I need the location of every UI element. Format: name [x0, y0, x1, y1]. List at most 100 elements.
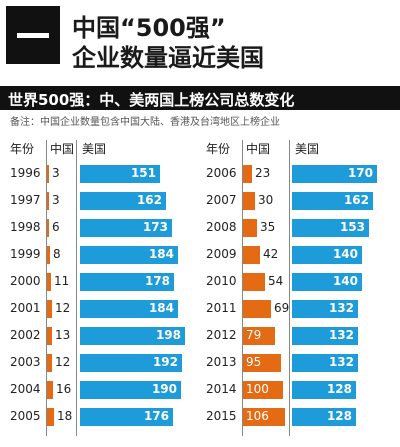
china-bar — [243, 192, 255, 210]
china-bar — [243, 408, 285, 426]
header-usa: 美国 — [82, 142, 107, 156]
china-bar — [47, 246, 50, 264]
header: 中国“500强” 企业数量逼近美国 — [0, 0, 400, 76]
year-label: 2001 — [10, 301, 41, 315]
usa-value: 178 — [144, 274, 170, 288]
usa-bar — [292, 246, 362, 264]
china-bar — [243, 381, 283, 399]
usa-value: 184 — [148, 301, 174, 315]
china-value: 42 — [263, 247, 279, 261]
year-label: 2003 — [10, 355, 41, 369]
year-label: 2013 — [206, 355, 237, 369]
column-divider — [76, 140, 77, 436]
usa-value: 162 — [136, 193, 162, 207]
usa-bar — [292, 219, 369, 237]
china-value: 12 — [55, 301, 71, 315]
china-value: 106 — [246, 409, 269, 423]
china-bar — [243, 219, 257, 237]
usa-value: 128 — [326, 409, 352, 423]
usa-bar — [292, 273, 362, 291]
usa-bar — [292, 327, 358, 345]
usa-value: 140 — [332, 274, 358, 288]
usa-value: 198 — [155, 328, 181, 342]
year-label: 2004 — [10, 382, 41, 396]
usa-value: 176 — [143, 409, 169, 423]
year-label: 2012 — [206, 328, 237, 342]
year-label: 2010 — [206, 274, 237, 288]
usa-bar — [80, 165, 160, 183]
china-bar — [47, 165, 49, 183]
usa-value: 140 — [332, 247, 358, 261]
china-bar — [47, 354, 52, 372]
year-label: 2009 — [206, 247, 237, 261]
usa-bar — [292, 165, 377, 183]
header-usa: 美国 — [295, 142, 320, 156]
china-bar — [243, 327, 275, 345]
china-value: 69 — [274, 301, 290, 315]
year-label: 2002 — [10, 328, 41, 342]
china-value: 13 — [55, 328, 71, 342]
subtitle-bar: 世界500强：中、美两国上榜公司总数变化 — [0, 86, 400, 110]
year-label: 2011 — [206, 301, 237, 315]
header-china: 中国 — [50, 142, 75, 156]
column-divider — [289, 140, 290, 436]
usa-bar — [292, 192, 373, 210]
china-bar — [47, 192, 49, 210]
usa-bar — [80, 408, 173, 426]
header-year: 年份 — [10, 142, 35, 156]
china-value: 30 — [258, 193, 274, 207]
china-value: 100 — [246, 382, 269, 396]
china-bar — [243, 300, 271, 318]
year-label: 2007 — [206, 193, 237, 207]
china-value: 79 — [246, 328, 262, 342]
china-value: 6 — [52, 220, 60, 234]
usa-value: 173 — [142, 220, 168, 234]
china-value: 23 — [255, 166, 271, 180]
year-label: 1996 — [10, 166, 41, 180]
usa-value: 151 — [130, 166, 156, 180]
column-divider — [242, 140, 243, 436]
china-value: 3 — [52, 193, 60, 207]
usa-value: 184 — [148, 247, 174, 261]
usa-bar — [292, 300, 358, 318]
china-value: 95 — [246, 355, 262, 369]
china-value: 54 — [268, 274, 284, 288]
china-bar — [243, 165, 252, 183]
china-bar — [243, 354, 281, 372]
usa-value: 128 — [326, 382, 352, 396]
column-divider — [46, 140, 47, 436]
china-bar — [47, 408, 54, 426]
year-label: 2005 — [10, 409, 41, 423]
usa-value: 132 — [328, 328, 354, 342]
usa-bar — [80, 381, 181, 399]
usa-bar — [80, 354, 182, 372]
usa-value: 132 — [328, 355, 354, 369]
china-bar — [47, 300, 52, 318]
usa-bar — [292, 381, 356, 399]
title-line-2: 企业数量逼近美国 — [72, 44, 264, 72]
year-label: 1999 — [10, 247, 41, 261]
china-value: 8 — [53, 247, 61, 261]
usa-value: 190 — [151, 382, 177, 396]
usa-bar — [80, 192, 166, 210]
year-label: 1997 — [10, 193, 41, 207]
usa-bar — [80, 300, 178, 318]
usa-bar — [80, 273, 174, 291]
china-value: 12 — [55, 355, 71, 369]
year-label: 2014 — [206, 382, 237, 396]
usa-bar — [80, 219, 172, 237]
usa-value: 192 — [152, 355, 178, 369]
usa-bar — [292, 354, 358, 372]
china-bar — [243, 273, 265, 291]
year-label: 2006 — [206, 166, 237, 180]
china-value: 18 — [57, 409, 73, 423]
dash-icon — [6, 6, 60, 64]
year-label: 2015 — [206, 409, 237, 423]
china-bar — [47, 219, 49, 237]
header-year: 年份 — [206, 142, 231, 156]
china-bar — [47, 273, 51, 291]
china-bar — [47, 381, 53, 399]
usa-bar — [292, 408, 356, 426]
china-value: 35 — [260, 220, 276, 234]
chart-subtitle: 世界500强：中、美两国上榜公司总数变化 — [8, 91, 295, 109]
